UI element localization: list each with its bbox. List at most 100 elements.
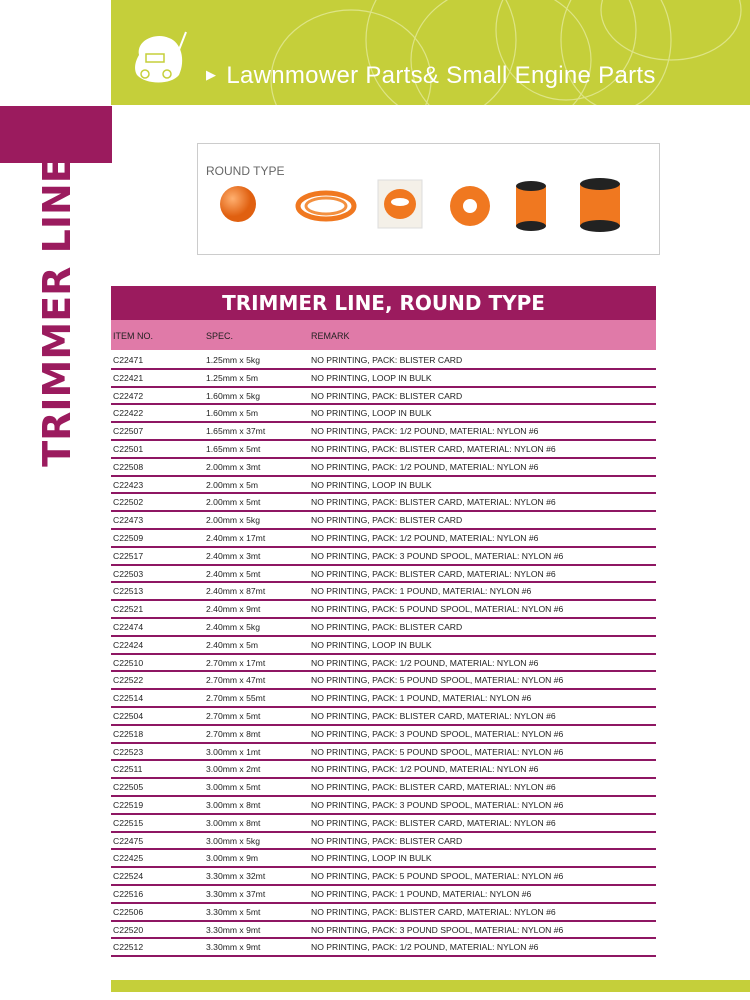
spec: 3.00mm x 2mt	[206, 764, 261, 775]
table-row: C22507 1.65mm x 37mt NO PRINTING, PACK: 1/…	[111, 423, 656, 441]
spec: 3.00mm x 9m	[206, 853, 259, 864]
table-row: C22522 2.70mm x 47mt NO PRINTING, PACK: 5 …	[111, 672, 656, 691]
remark: NO PRINTING, PACK: BLISTER CARD, MATERIA…	[311, 568, 556, 579]
table-row: C22518 2.70mm x 8mt NO PRINTING, PACK: 3 P…	[111, 726, 656, 744]
decorative-circles	[270, 0, 742, 105]
spec: 2.40mm x 5mt	[206, 568, 261, 579]
spec: 2.70mm x 8mt	[206, 728, 261, 739]
spec: 2.70mm x 17mt	[206, 657, 266, 668]
remark: NO PRINTING, PACK: 3 POUND SPOOL, MATERI…	[311, 550, 564, 561]
spec: 2.40mm x 9mt	[206, 604, 261, 615]
table-header: ITEM NO. SPEC. REMARK	[111, 320, 656, 350]
spec: 3.30mm x 9mt	[206, 924, 261, 935]
remark: NO PRINTING, PACK: BLISTER CARD	[311, 621, 463, 632]
gallery-label: ROUND TYPE	[206, 164, 285, 178]
table-row: C22505 3.00mm x 5mt NO PRINTING, PACK: BLI…	[111, 779, 656, 797]
remark: NO PRINTING, PACK: 1 POUND, MATERIAL: NY…	[311, 888, 532, 899]
table-row: C22521 2.40mm x 9mt NO PRINTING, PACK: 5 P…	[111, 601, 656, 619]
remark: NO PRINTING, LOOP IN BULK	[311, 372, 432, 383]
remark: NO PRINTING, PACK: BLISTER CARD, MATERIA…	[311, 497, 556, 508]
table-row: C22502 2.00mm x 5mt NO PRINTING, PACK: BLI…	[111, 494, 656, 513]
item-no: C22516	[113, 888, 144, 899]
table-row: C22512 3.30mm x 9mt NO PRINTING, PACK: 1/2…	[111, 939, 656, 958]
table-row: C22513 2.40mm x 87mt NO PRINTING, PACK: 1 …	[111, 583, 656, 602]
table-row: C22520 3.30mm x 9mt NO PRINTING, PACK: 3 P…	[111, 922, 656, 940]
remark: NO PRINTING, PACK: BLISTER CARD, MATERIA…	[311, 906, 556, 917]
item-no: C22523	[113, 746, 144, 757]
remark: NO PRINTING, PACK: BLISTER CARD, MATERIA…	[311, 443, 556, 454]
item-no: C22501	[113, 443, 144, 454]
header-title-text: Lawnmower Parts& Small Engine Parts	[226, 62, 656, 89]
table-row: C22509 2.40mm x 17mt NO PRINTING, PACK: 1/…	[111, 530, 656, 548]
item-no: C22517	[113, 550, 144, 561]
table-row: C22517 2.40mm x 3mt NO PRINTING, PACK: 3 P…	[111, 548, 656, 566]
spec: 3.00mm x 1mt	[206, 746, 261, 757]
spec: 2.00mm x 5m	[206, 479, 259, 490]
table-row: C22524 3.30mm x 32mt NO PRINTING, PACK: 5 …	[111, 868, 656, 886]
spec: 3.00mm x 5kg	[206, 835, 260, 846]
remark: NO PRINTING, PACK: 1/2 POUND, MATERIAL: …	[311, 942, 539, 953]
spec: 1.65mm x 5mt	[206, 443, 261, 454]
remark: NO PRINTING, PACK: BLISTER CARD, MATERIA…	[311, 710, 556, 721]
spec: 3.30mm x 9mt	[206, 942, 261, 953]
remark: NO PRINTING, PACK: 5 POUND SPOOL, MATERI…	[311, 746, 564, 757]
spec: 2.70mm x 5mt	[206, 710, 261, 721]
item-no: C22423	[113, 479, 144, 490]
remark: NO PRINTING, PACK: 5 POUND SPOOL, MATERI…	[311, 604, 564, 615]
item-no: C22514	[113, 693, 144, 704]
item-no: C22473	[113, 515, 144, 526]
spec: 1.25mm x 5kg	[206, 355, 260, 365]
header-banner: ▶ Lawnmower Parts& Small Engine Parts	[111, 0, 750, 105]
item-no: C22421	[113, 372, 144, 383]
line-coil-sphere-image	[220, 186, 256, 222]
item-no: C22519	[113, 799, 144, 810]
table-row: C22504 2.70mm x 5mt NO PRINTING, PACK: BLI…	[111, 708, 656, 726]
item-no: C22422	[113, 408, 144, 419]
table-row: C22516 3.30mm x 37mt NO PRINTING, PACK: 1 …	[111, 886, 656, 904]
table-row: C22503 2.40mm x 5mt NO PRINTING, PACK: BLI…	[111, 566, 656, 584]
remark: NO PRINTING, PACK: BLISTER CARD, MATERIA…	[311, 782, 556, 793]
spec: 2.70mm x 55mt	[206, 693, 266, 704]
remark: NO PRINTING, PACK: 1/2 POUND, MATERIAL: …	[311, 657, 539, 668]
table-row: C22475 3.00mm x 5kg NO PRINTING, PACK: BLI…	[111, 833, 656, 851]
spec: 2.40mm x 5m	[206, 639, 259, 650]
item-no: C22425	[113, 853, 144, 864]
spec: 2.40mm x 5kg	[206, 621, 260, 632]
spec: 3.00mm x 5mt	[206, 782, 261, 793]
item-no: C22424	[113, 639, 144, 650]
table-row: C22511 3.00mm x 2mt NO PRINTING, PACK: 1/2…	[111, 761, 656, 780]
item-no: C22472	[113, 390, 144, 401]
item-no: C22503	[113, 568, 144, 579]
table-row: C22473 2.00mm x 5kg NO PRINTING, PACK: BLI…	[111, 512, 656, 530]
table-title: TRIMMER LINE, ROUND TYPE	[111, 286, 656, 320]
spec: 1.65mm x 37mt	[206, 426, 266, 437]
item-no: C22515	[113, 817, 144, 828]
spec: 2.40mm x 3mt	[206, 550, 261, 561]
table-row: C22474 2.40mm x 5kg NO PRINTING, PACK: BLI…	[111, 619, 656, 637]
column-header: SPEC.	[206, 331, 234, 341]
triangle-icon: ▶	[206, 67, 217, 82]
spec: 2.70mm x 47mt	[206, 675, 266, 686]
remark: NO PRINTING, LOOP IN BULK	[311, 639, 432, 650]
column-header: ITEM NO.	[113, 331, 153, 341]
header-title: ▶ Lawnmower Parts& Small Engine Parts	[206, 62, 656, 90]
remark: NO PRINTING, PACK: 3 POUND SPOOL, MATERI…	[311, 924, 564, 935]
remark: NO PRINTING, LOOP IN BULK	[311, 408, 432, 419]
table-row: C22472 1.60mm x 5kg NO PRINTING, PACK: BLI…	[111, 388, 656, 406]
remark: NO PRINTING, PACK: 1 POUND, MATERIAL: NY…	[311, 586, 532, 597]
item-no: C22506	[113, 906, 144, 917]
remark: NO PRINTING, LOOP IN BULK	[311, 479, 432, 490]
table-row: C22471 1.25mm x 5kg NO PRINTING, PACK: BLI…	[111, 352, 656, 370]
spec: 1.25mm x 5m	[206, 372, 259, 383]
spec: 2.00mm x 5mt	[206, 497, 261, 508]
remark: NO PRINTING, PACK: BLISTER CARD	[311, 355, 463, 365]
table-row: C22510 2.70mm x 17mt NO PRINTING, PACK: 1/…	[111, 655, 656, 673]
remark: NO PRINTING, PACK: BLISTER CARD	[311, 390, 463, 401]
product-gallery: ROUND TYPE	[197, 143, 660, 255]
large-spool-image	[580, 178, 620, 232]
item-no: C22509	[113, 532, 144, 543]
remark: NO PRINTING, PACK: 3 POUND SPOOL, MATERI…	[311, 728, 564, 739]
table-row: C22422 1.60mm x 5m NO PRINTING, LOOP IN BU…	[111, 405, 656, 424]
item-no: C22502	[113, 497, 144, 508]
item-no: C22520	[113, 924, 144, 935]
